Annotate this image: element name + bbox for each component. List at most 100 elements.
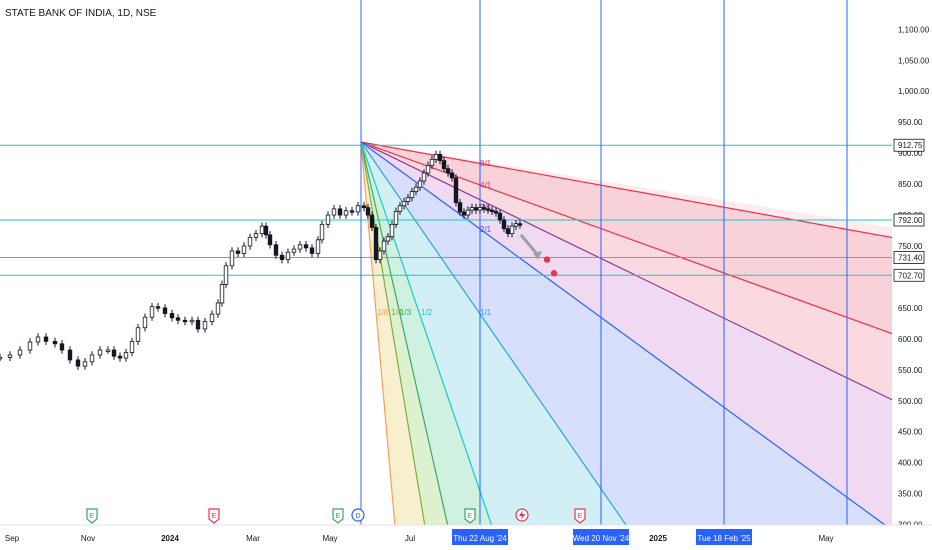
gann-line-1-4[interactable] bbox=[360, 141, 426, 527]
candle-body bbox=[349, 210, 355, 213]
candle-body bbox=[373, 227, 379, 261]
date-badge-label: Thu 22 Aug '24 bbox=[453, 534, 507, 543]
earnings-icon[interactable] bbox=[208, 508, 220, 524]
candle-body bbox=[17, 349, 23, 356]
gann-fill-5 bbox=[361, 141, 626, 525]
candle-body bbox=[477, 207, 483, 211]
gann-line-1-2[interactable] bbox=[360, 141, 493, 527]
candle-body bbox=[393, 210, 399, 225]
candle-body bbox=[315, 239, 321, 254]
candle-body bbox=[219, 283, 225, 304]
gann-fill-4 bbox=[361, 141, 886, 525]
candle-body bbox=[169, 313, 175, 319]
candle-body bbox=[413, 186, 419, 192]
candle-body bbox=[189, 319, 195, 323]
candle-body bbox=[135, 327, 141, 342]
x-tick-label: 2024 bbox=[161, 534, 179, 543]
price-level-badge[interactable] bbox=[893, 268, 925, 282]
candle-body bbox=[209, 313, 215, 322]
candle-body bbox=[417, 180, 423, 188]
y-tick-label: 900.00 bbox=[898, 149, 923, 158]
candle-body bbox=[273, 244, 279, 256]
gann-line-1-3[interactable] bbox=[360, 141, 449, 527]
candle-body bbox=[285, 251, 291, 261]
gann-fill-3 bbox=[361, 141, 892, 525]
candle-body bbox=[43, 336, 49, 342]
candle-body bbox=[182, 319, 188, 323]
candle-body bbox=[202, 321, 208, 330]
price-level-badge[interactable] bbox=[893, 251, 925, 264]
date-badge[interactable] bbox=[452, 529, 508, 545]
candle-body bbox=[142, 316, 148, 329]
candle-body bbox=[481, 207, 487, 210]
candle-body bbox=[149, 306, 155, 318]
gann-label-1: 8/1 bbox=[480, 159, 492, 168]
earnings-icon[interactable] bbox=[86, 508, 98, 524]
candle-body bbox=[441, 160, 447, 170]
dividend-icon[interactable] bbox=[351, 508, 365, 522]
gann-label-4: 2/1 bbox=[480, 225, 492, 234]
gann-line-3-1[interactable] bbox=[360, 141, 899, 404]
candle-body bbox=[117, 355, 123, 359]
y-tick-label: 400.00 bbox=[898, 459, 923, 468]
price-level-badge[interactable] bbox=[893, 138, 925, 152]
projection-arrowhead bbox=[533, 250, 542, 260]
candle-body bbox=[517, 223, 523, 226]
candle-body bbox=[195, 319, 201, 330]
y-tick-label: 350.00 bbox=[898, 490, 923, 499]
candle-body bbox=[361, 205, 367, 209]
earnings-icon[interactable] bbox=[574, 508, 586, 524]
y-tick-label: 750.00 bbox=[898, 242, 923, 251]
candle-body bbox=[465, 209, 471, 216]
candle-body bbox=[297, 244, 303, 250]
candle-body bbox=[355, 205, 361, 213]
date-badge-label: Tue 18 Feb '25 bbox=[697, 534, 751, 543]
x-tick-label: Mar bbox=[246, 534, 260, 543]
gann-label-7: 1/3 bbox=[400, 308, 412, 317]
price-level-label: 731.40 bbox=[898, 254, 923, 263]
candle-body bbox=[381, 240, 387, 252]
candle-body bbox=[509, 225, 515, 235]
lightning-icon bbox=[519, 510, 525, 520]
gann-line-8-1[interactable] bbox=[360, 141, 899, 240]
candle-body bbox=[409, 191, 415, 199]
gann-line-2-1[interactable] bbox=[360, 141, 888, 527]
candle-body bbox=[52, 340, 58, 345]
earnings-icon[interactable] bbox=[464, 508, 476, 524]
candle-body bbox=[405, 197, 411, 202]
candle-body bbox=[485, 208, 491, 211]
price-marker-1[interactable] bbox=[543, 256, 551, 263]
gann-label-9: 1/8 bbox=[377, 308, 389, 317]
candle-body bbox=[469, 207, 475, 211]
candle-body bbox=[223, 265, 229, 285]
y-tick-label: 550.00 bbox=[898, 366, 923, 375]
candle-body bbox=[123, 352, 129, 359]
candle-body bbox=[437, 153, 443, 161]
candle-body bbox=[162, 307, 168, 314]
candle-body bbox=[111, 349, 117, 357]
candle-body bbox=[325, 214, 331, 225]
candle-body bbox=[97, 349, 103, 356]
candle-body bbox=[309, 247, 315, 254]
price-marker-2[interactable] bbox=[550, 270, 558, 277]
date-badge[interactable] bbox=[696, 529, 752, 545]
candle-body bbox=[235, 250, 241, 254]
candle-body bbox=[59, 343, 65, 351]
gann-line-1-8[interactable] bbox=[360, 141, 396, 527]
candle-body bbox=[425, 165, 431, 174]
y-tick-label: 450.00 bbox=[898, 428, 923, 437]
candle-body bbox=[429, 158, 435, 166]
date-badge[interactable] bbox=[573, 529, 629, 545]
candle-body bbox=[473, 207, 479, 211]
x-tick-label: May bbox=[818, 534, 833, 543]
candle-body bbox=[247, 236, 253, 247]
candle-body bbox=[89, 354, 95, 363]
price-level-badge[interactable] bbox=[893, 213, 925, 227]
candle-body bbox=[319, 223, 325, 241]
candle-body bbox=[343, 210, 349, 216]
event-icon-label: E bbox=[468, 513, 473, 520]
x-tick-label: Jul bbox=[405, 534, 415, 543]
earnings-icon[interactable] bbox=[332, 508, 344, 524]
event-icon-label: E bbox=[336, 513, 341, 520]
